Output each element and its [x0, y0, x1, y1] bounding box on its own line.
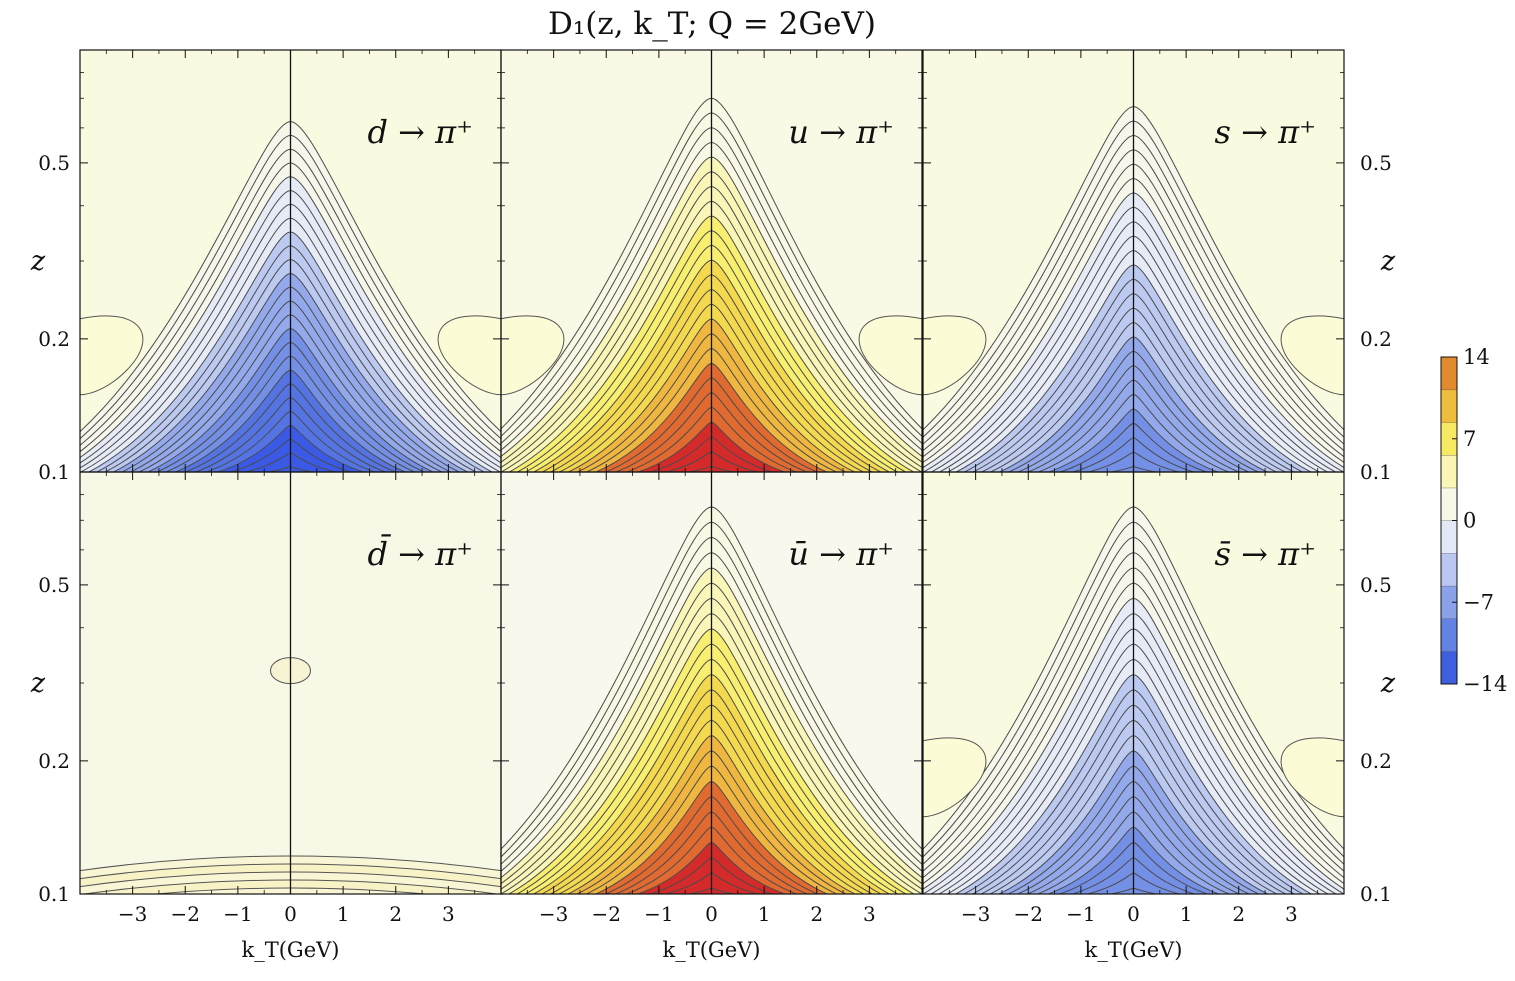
colorbar-tick-label: 0 [1463, 509, 1476, 533]
x-tick-label: −1 [223, 902, 252, 926]
contour-lobe-right [1280, 315, 1344, 396]
x-tick-label: 2 [389, 902, 402, 926]
panel-5 [923, 472, 1344, 894]
colorbar: 14 7 0 −7 −14 [1440, 345, 1507, 696]
colorbar-level [1441, 553, 1457, 586]
x-tick-label: −3 [961, 902, 990, 926]
y-tick-label: 0.2 [38, 749, 70, 773]
x-tick-label: −1 [644, 902, 673, 926]
x-tick-label: 3 [863, 902, 876, 926]
x-tick-label: 2 [810, 902, 823, 926]
x-tick-label: −2 [1014, 902, 1043, 926]
x-tick-label: 0 [705, 902, 718, 926]
y-tick-label-right: 0.2 [1360, 327, 1392, 351]
x-tick-label: −3 [118, 902, 147, 926]
panel-1 [501, 50, 922, 472]
y-tick-label: 0.5 [38, 151, 70, 175]
contour-lobe-left [80, 315, 144, 396]
y-tick-label-right: 0.1 [1360, 882, 1392, 906]
x-tick-label: −2 [592, 902, 621, 926]
colorbar-level [1441, 651, 1457, 684]
y-tick-label: 0.5 [38, 573, 70, 597]
panel-3 [80, 472, 501, 894]
y-tick-label: 0.2 [38, 327, 70, 351]
y-axis-label: z [30, 668, 46, 699]
figure-title: D₁(z, k_T; Q = 2GeV) [548, 6, 876, 42]
panel-4 [501, 472, 922, 894]
panel-grid [80, 50, 1344, 894]
colorbar-level [1441, 389, 1457, 423]
colorbar-level [1441, 585, 1457, 619]
x-tick-label: 1 [337, 902, 350, 926]
panel-0 [80, 50, 501, 472]
x-tick-label: −3 [539, 902, 568, 926]
x-tick-label: 3 [442, 902, 455, 926]
panel-2 [923, 50, 1344, 472]
x-tick-label: 2 [1232, 902, 1245, 926]
colorbar-level [1441, 487, 1457, 521]
contour-lobe-right [858, 315, 922, 396]
y-axis-label: z [30, 246, 46, 277]
x-axis-label: k_T(GeV) [242, 938, 340, 962]
x-axis-label: k_T(GeV) [1085, 938, 1183, 962]
x-tick-label: −2 [171, 902, 200, 926]
x-tick-label: 3 [1285, 902, 1298, 926]
x-tick-label: 1 [1180, 902, 1193, 926]
colorbar-level [1441, 455, 1457, 488]
x-axis-label: k_T(GeV) [663, 938, 761, 962]
panel-label: d̄ → π⁺ [367, 534, 473, 573]
colorbar-level [1441, 357, 1457, 390]
panel-label: ū → π⁺ [788, 535, 894, 573]
panel-label: u → π⁺ [788, 113, 894, 151]
colorbar-level [1441, 618, 1457, 652]
contour-lobe-left [501, 315, 565, 396]
y-tick-label-right: 0.5 [1360, 151, 1392, 175]
colorbar-tick-label: −7 [1463, 590, 1494, 614]
contour-lobe-left [923, 315, 987, 396]
y-axis-label-right: z [1380, 246, 1396, 277]
y-tick-label: 0.1 [38, 460, 70, 484]
x-tick-label: 0 [284, 902, 297, 926]
y-tick-label: 0.1 [38, 882, 70, 906]
panel-label: s → π⁺ [1215, 113, 1317, 151]
y-tick-label-right: 0.5 [1360, 573, 1392, 597]
panel-label: s̄ → π⁺ [1215, 535, 1317, 573]
contour-lobe-left [923, 737, 987, 818]
colorbar-tick-label: 14 [1463, 345, 1490, 369]
panel-label: d → π⁺ [367, 113, 473, 151]
contour-lobe-right [437, 315, 501, 396]
y-tick-label-right: 0.2 [1360, 749, 1392, 773]
x-tick-label: 1 [758, 902, 771, 926]
colorbar-level [1441, 520, 1457, 554]
y-tick-label-right: 0.1 [1360, 460, 1392, 484]
colorbar-tick-label: −14 [1463, 672, 1507, 696]
x-tick-label: −1 [1066, 902, 1095, 926]
x-tick-label: 0 [1127, 902, 1140, 926]
colorbar-level [1441, 422, 1457, 456]
colorbar-tick-label: 7 [1463, 427, 1476, 451]
axes: d → π⁺ u → π⁺ s → π⁺ d̄ → π⁺ ū → π⁺ s̄ → π⁺ −3… [30, 49, 1396, 962]
contour-lobe-right [1280, 737, 1344, 818]
y-axis-label-right: z [1380, 668, 1396, 699]
